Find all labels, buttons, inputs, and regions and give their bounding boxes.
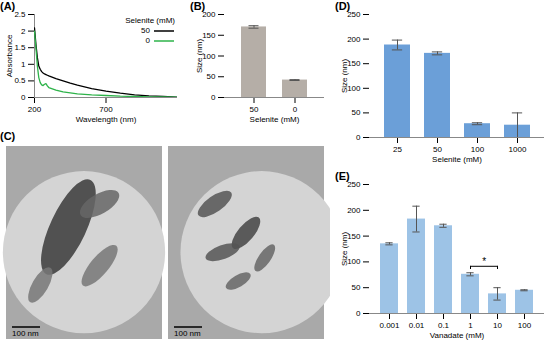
svg-text:Size (nm): Size (nm) [340,232,349,267]
svg-text:*: * [482,256,486,267]
svg-text:Size (nm): Size (nm) [340,59,349,94]
html-text:50: 50 [141,26,150,35]
svg-text:100: 100 [347,257,361,266]
svg-text:0: 0 [21,93,26,102]
svg-text:150: 150 [347,59,361,68]
svg-text:10: 10 [493,321,502,330]
svg-text:1.5: 1.5 [14,43,26,52]
svg-text:25: 25 [393,145,402,154]
svg-text:200: 200 [28,105,42,114]
svg-text:100 nm: 100 nm [174,329,201,338]
svg-text:700: 700 [99,105,113,114]
svg-text:1000: 1000 [509,145,527,154]
svg-text:0: 0 [211,93,216,102]
html-text:(E): (E) [335,170,350,182]
svg-text:0.5: 0.5 [14,76,26,85]
html-text:0: 0 [145,36,150,45]
html-text:Selenite (mM): Selenite (mM) [125,16,175,25]
svg-text:200: 200 [347,206,361,215]
svg-text:50: 50 [433,145,442,154]
svg-text:Size (nm): Size (nm) [195,39,204,74]
svg-text:250: 250 [347,10,361,20]
svg-text:100: 100 [518,321,532,330]
svg-text:0: 0 [356,133,361,142]
svg-text:250: 250 [347,180,361,190]
svg-text:0.1: 0.1 [438,321,450,330]
svg-text:100: 100 [347,84,361,93]
svg-text:50: 50 [250,105,259,114]
svg-text:Selenite (mM): Selenite (mM) [250,115,300,124]
svg-text:2.5: 2.5 [14,10,26,19]
svg-text:Selenite (mM): Selenite (mM) [432,155,482,164]
svg-text:0: 0 [293,105,298,114]
html-text:(B): (B) [190,0,206,12]
svg-text:Absorbance: Absorbance [5,34,14,77]
svg-text:0.01: 0.01 [409,321,425,330]
svg-text:100 nm: 100 nm [12,329,39,338]
svg-text:Wavelength (nm): Wavelength (nm) [76,115,137,124]
svg-text:50: 50 [207,72,216,81]
html-text:(A): (A) [0,0,16,12]
svg-text:0.001: 0.001 [379,321,400,330]
svg-text:2: 2 [21,27,26,36]
html-text:(C): (C) [0,130,16,142]
svg-text:50: 50 [352,108,361,117]
svg-text:150: 150 [347,232,361,241]
svg-text:1: 1 [21,60,26,69]
svg-text:1: 1 [468,321,473,330]
svg-text:150: 150 [202,31,216,40]
svg-text:0: 0 [356,309,361,318]
svg-text:50: 50 [352,283,361,292]
svg-text:200: 200 [347,35,361,44]
svg-text:Vanadate (mM): Vanadate (mM) [430,331,485,340]
html-text:(D): (D) [335,0,351,12]
svg-text:200: 200 [202,10,216,20]
svg-text:100: 100 [202,52,216,61]
svg-text:100: 100 [471,145,485,154]
